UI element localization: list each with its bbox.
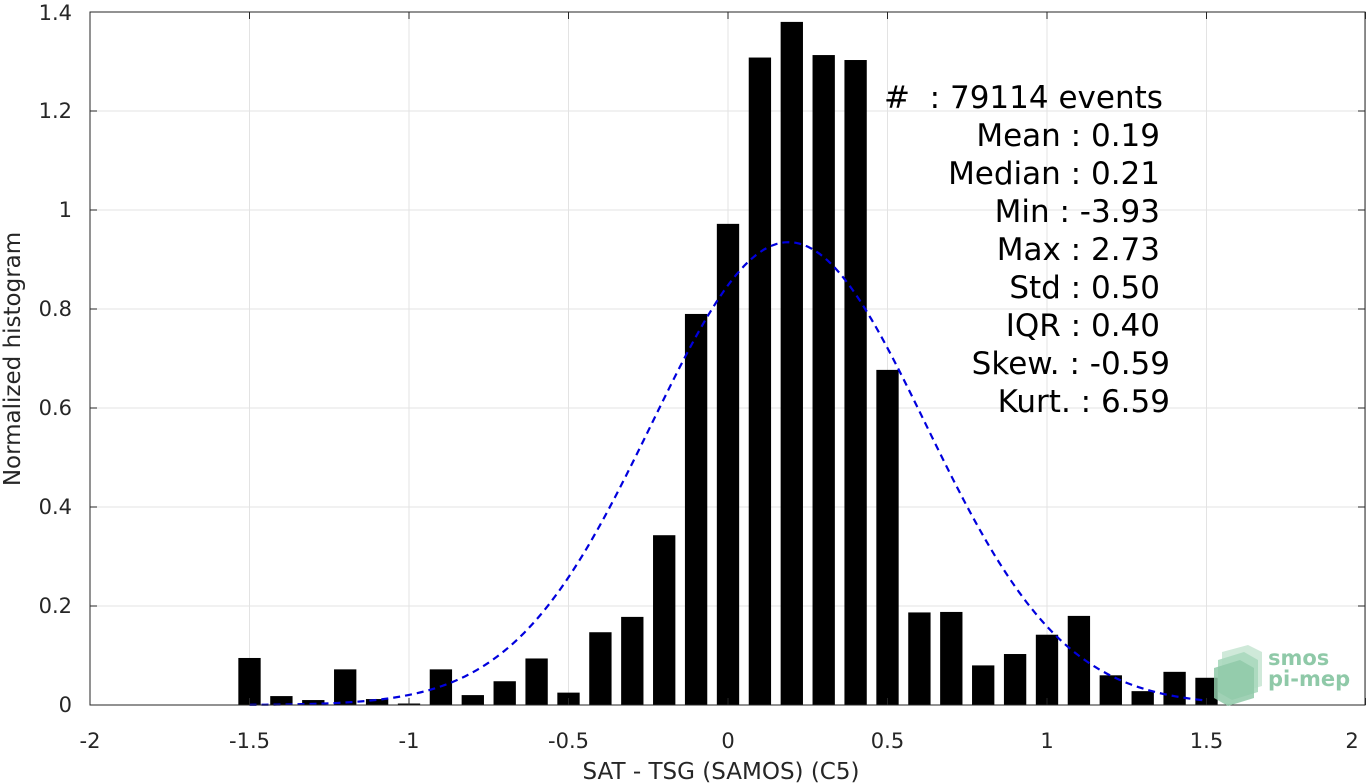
logo-line1: smos bbox=[1268, 646, 1329, 670]
histogram-bar bbox=[1163, 671, 1186, 705]
y-tick-label: 0.2 bbox=[39, 594, 72, 618]
histogram-bar bbox=[653, 535, 676, 705]
stat-kurt: Kurt. : 6.59 bbox=[998, 384, 1170, 420]
histogram-bar bbox=[908, 612, 931, 705]
stat-median: Median : 0.21 bbox=[948, 156, 1160, 192]
histogram-bar bbox=[1067, 615, 1091, 705]
y-tick-label: 1.2 bbox=[39, 99, 72, 123]
stats-annotation: # : 79114 events Mean : 0.19 Median : 0.… bbox=[884, 80, 1170, 420]
normal-fit-curve bbox=[249, 241, 1207, 706]
x-tick-label: -1 bbox=[399, 729, 420, 753]
histogram-bar bbox=[1195, 677, 1218, 705]
histogram-bar bbox=[748, 57, 772, 706]
histogram-bar bbox=[684, 313, 708, 705]
stat-min: Min : -3.93 bbox=[995, 194, 1160, 230]
histogram-bar bbox=[334, 669, 357, 705]
histogram-bar bbox=[972, 665, 995, 705]
y-tick-label: 1.4 bbox=[39, 1, 72, 25]
x-tick-label: -0.5 bbox=[548, 729, 589, 753]
histogram-bar bbox=[1003, 654, 1027, 705]
x-tick-label: 1 bbox=[1040, 729, 1053, 753]
y-axis-label: Normalized histogram bbox=[0, 232, 26, 486]
histogram-bar bbox=[302, 700, 325, 705]
histogram-bar bbox=[1099, 675, 1122, 705]
histogram-bar bbox=[876, 369, 899, 705]
histogram-bar bbox=[1131, 691, 1154, 705]
stat-iqr: IQR : 0.40 bbox=[1006, 308, 1160, 344]
stat-count: # : 79114 events bbox=[884, 80, 1163, 116]
histogram-bar bbox=[621, 616, 644, 705]
x-tick-label: 1.5 bbox=[1190, 729, 1223, 753]
logo-line2: pi-mep bbox=[1268, 667, 1350, 691]
x-tick-label: -2 bbox=[80, 729, 101, 753]
tick-labels: -2 -1.5 -1 -0.5 0 0.5 1 1.5 2 0 0.2 0.4 0.6 0.8 1 1.2 1.… bbox=[39, 1, 1359, 753]
y-tick-label: 0 bbox=[59, 693, 72, 717]
histogram-bar bbox=[716, 223, 740, 706]
x-tick-label: 0.5 bbox=[871, 729, 904, 753]
y-tick-label: 0.8 bbox=[39, 297, 72, 321]
histogram-bar bbox=[844, 60, 867, 705]
histogram-bar bbox=[238, 657, 261, 705]
y-tick-label: 1 bbox=[59, 198, 72, 222]
axis-ticks bbox=[89, 11, 1366, 706]
x-tick-label: -1.5 bbox=[229, 729, 270, 753]
y-tick-label: 0.6 bbox=[39, 396, 72, 420]
histogram-bar bbox=[589, 632, 612, 705]
histogram-bar bbox=[461, 695, 484, 705]
histogram-bar bbox=[780, 21, 803, 705]
stat-skew: Skew. : -0.59 bbox=[972, 346, 1170, 382]
x-tick-label: 2 bbox=[1345, 729, 1358, 753]
y-tick-label: 0.4 bbox=[39, 495, 72, 519]
histogram-bar bbox=[525, 658, 548, 705]
histogram-bar bbox=[1035, 634, 1059, 705]
stat-mean: Mean : 0.19 bbox=[976, 118, 1160, 154]
logo-layers-icon bbox=[1214, 645, 1262, 706]
x-tick-label: 0 bbox=[721, 729, 734, 753]
x-axis-label: SAT - TSG (SAMOS) (C5) bbox=[583, 759, 860, 784]
histogram-bar bbox=[493, 681, 516, 705]
histogram-bar bbox=[940, 611, 963, 705]
stat-std: Std : 0.50 bbox=[1009, 270, 1160, 306]
histogram-bar bbox=[270, 696, 293, 705]
histogram-bars bbox=[238, 21, 1218, 706]
smos-pimep-logo: smos pi-mep bbox=[1214, 645, 1350, 706]
histogram-bar bbox=[365, 699, 389, 705]
histogram-bar bbox=[812, 55, 835, 705]
stat-max: Max : 2.73 bbox=[997, 232, 1160, 268]
